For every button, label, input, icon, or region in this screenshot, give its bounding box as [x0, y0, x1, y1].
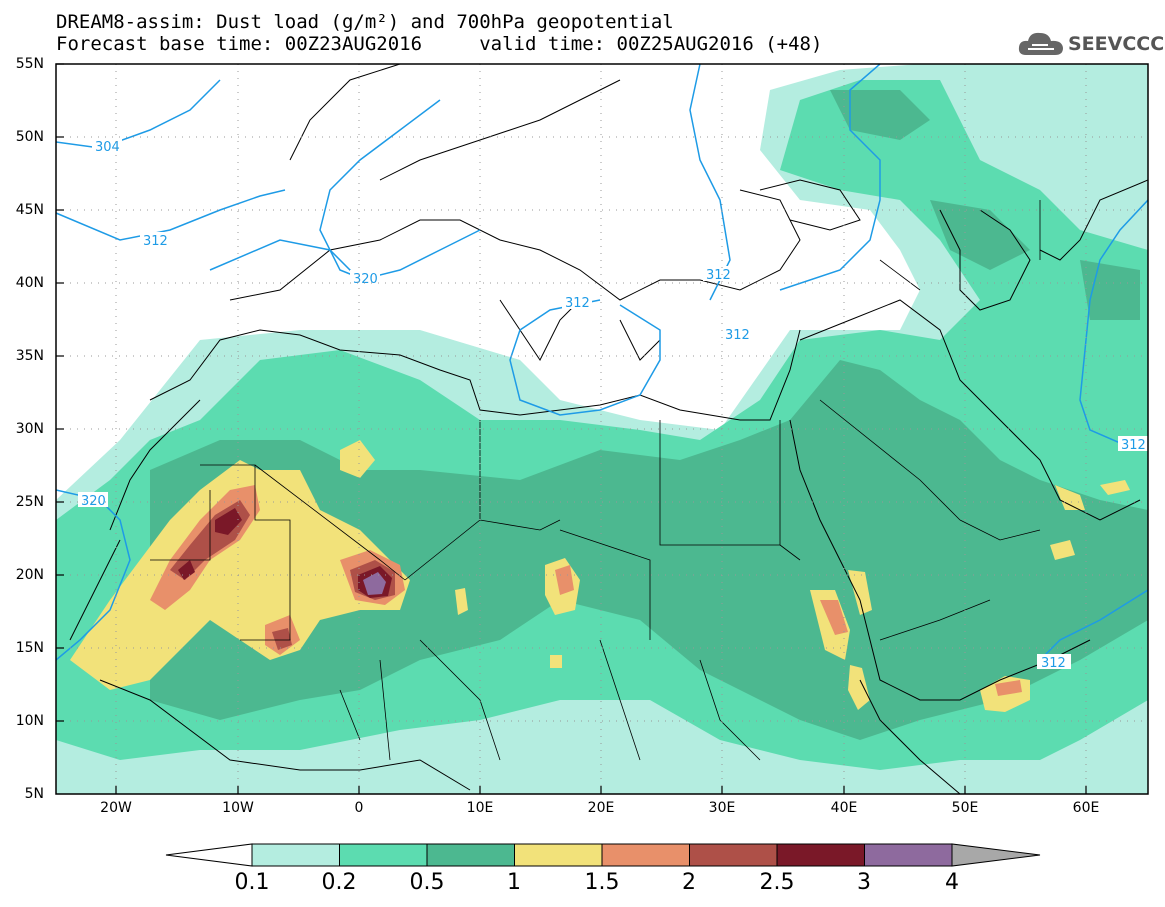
colorbar-swatch — [426, 843, 515, 867]
lon-label: 10E — [466, 800, 494, 816]
colorbar-label: 1 — [507, 870, 521, 895]
contour-label-312: 312 — [565, 296, 590, 311]
lat-label: 5N — [24, 786, 44, 802]
map-panel: 304 312 320 312 312 312 320 312 312 — [56, 64, 1148, 794]
colorbar-label: 1.5 — [584, 870, 620, 895]
forecast-time-subtitle: Forecast base time: 00Z23AUG2016 valid t… — [56, 33, 823, 55]
colorbar-label: 0.1 — [234, 870, 270, 895]
lat-label: 50N — [15, 129, 44, 145]
colorbar-swatch — [339, 843, 428, 867]
cloud-icon — [1018, 32, 1063, 55]
lon-label: 40E — [830, 800, 858, 816]
lon-label: 50E — [951, 800, 979, 816]
contour-label-312: 312 — [725, 328, 750, 343]
contour-label-312: 312 — [1041, 656, 1066, 671]
lat-label: 40N — [15, 275, 44, 291]
lon-label: 0 — [354, 800, 364, 816]
colorbar-swatch — [864, 843, 953, 867]
lon-label: 30E — [708, 800, 736, 816]
colorbar-swatch — [776, 843, 865, 867]
colorbar-swatch — [514, 843, 603, 867]
colorbar-arrow-high — [951, 843, 1041, 867]
colorbar-label: 0.2 — [321, 870, 357, 895]
lat-label: 55N — [15, 56, 44, 72]
map-title: DREAM8-assim: Dust load (g/m²) and 700hP… — [56, 11, 674, 33]
colorbar-swatch — [689, 843, 778, 867]
colorbar — [165, 843, 1041, 867]
contour-labels: 304 312 320 312 312 312 320 312 312 — [78, 138, 1148, 671]
logo-text: SEEVCCC — [1068, 33, 1165, 55]
colorbar-arrow-low — [165, 843, 253, 867]
contour-label-312: 312 — [143, 234, 168, 249]
dust-field-3 — [363, 572, 386, 595]
lat-label: 10N — [15, 713, 44, 729]
seevccc-logo: SEEVCCC — [1018, 28, 1164, 60]
lon-label: 20W — [100, 800, 132, 816]
contour-label-320: 320 — [353, 272, 378, 287]
lat-label: 45N — [15, 202, 44, 218]
lat-label: 35N — [15, 348, 44, 364]
colorbar-label: 0.5 — [409, 870, 445, 895]
lon-label: 10W — [222, 800, 254, 816]
lat-label: 20N — [15, 567, 44, 583]
coastlines — [69, 64, 1148, 794]
graticule — [56, 64, 1148, 794]
axis-ticks — [56, 63, 1087, 794]
contour-label-312: 312 — [706, 268, 731, 283]
contour-label-312: 312 — [1121, 438, 1146, 453]
colorbar-swatch — [251, 843, 340, 867]
lat-label: 30N — [15, 421, 44, 437]
contour-label-304: 304 — [95, 140, 120, 155]
borders — [150, 200, 1041, 761]
lat-label: 25N — [15, 494, 44, 510]
colorbar-label: 2 — [682, 870, 696, 895]
lon-label: 20E — [587, 800, 615, 816]
colorbar-label: 3 — [857, 870, 871, 895]
colorbar-label: 4 — [945, 870, 959, 895]
lon-label: 60E — [1072, 800, 1100, 816]
colorbar-swatch — [601, 843, 690, 867]
lat-label: 15N — [15, 640, 44, 656]
contour-label-320: 320 — [81, 494, 106, 509]
dust-field-0.5 — [150, 90, 1148, 740]
colorbar-label: 2.5 — [759, 870, 795, 895]
